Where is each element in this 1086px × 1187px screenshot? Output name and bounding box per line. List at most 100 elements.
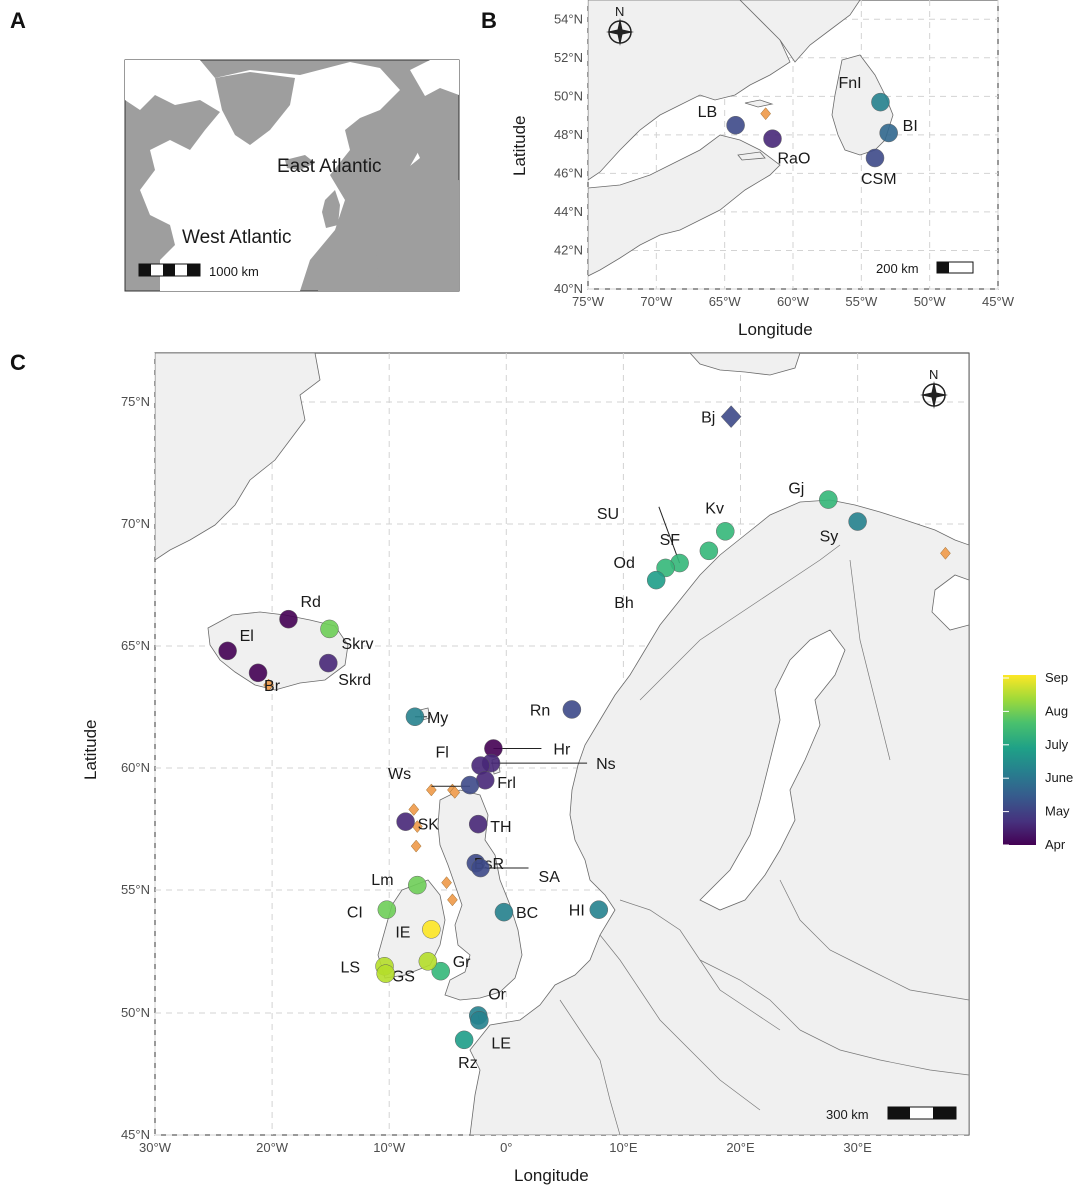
leader-line [658,506,681,564]
panel-b-land [588,0,894,277]
site-label: Ws [388,766,411,783]
x-tick-label: 30°E [843,1140,872,1155]
x-tick-label: 45°W [982,294,1015,309]
diamond-marker [426,783,437,797]
site-marker [248,663,268,683]
site-label: CSM [861,171,897,188]
panel-a-frame: East Atlantic West Atlantic 1000 km [124,59,460,292]
diamond-marker [441,876,452,890]
site-label: Skrd [338,672,371,689]
panel-a-scale-label: 1000 km [209,264,259,279]
site-label: Od [614,555,635,572]
site-marker [494,902,514,922]
site-marker [871,92,890,112]
site-marker [468,814,488,834]
site-marker [319,653,338,673]
panel-c-compass-n: N [929,367,938,382]
x-tick-label: 10°E [609,1140,638,1155]
site-marker [819,490,838,509]
site-marker [646,570,666,590]
site-marker [720,405,742,429]
site-label: Gr [453,954,471,971]
diamond-marker [447,893,458,907]
site-label: Br [264,678,281,695]
site-marker [716,522,735,541]
panel-c-ylabel: Latitude [81,720,100,781]
y-tick-label: 44°N [554,204,583,219]
diamond-marker [410,839,422,853]
site-label: Fl [436,745,449,762]
site-marker [377,900,397,919]
site-label: Rd [300,594,320,611]
x-tick-label: 50°W [914,294,947,309]
site-label: CI [347,905,363,922]
x-tick-label: 65°W [709,294,742,309]
site-label: GS [392,968,415,985]
site-label: TH [490,819,511,836]
panel-c-compass: N [920,367,948,409]
site-label: Bh [614,595,634,612]
panel-letter-b: B [481,8,497,33]
y-tick-label: 42°N [554,242,583,257]
label-east-atlantic: East Atlantic [277,156,382,177]
panel-b-xlabel: Longitude [738,320,813,339]
y-tick-label: 75°N [121,394,150,409]
site-marker [471,858,490,878]
site-label: SA [539,869,561,886]
x-tick-label: 20°W [256,1140,289,1155]
x-tick-label: 30°W [139,1140,172,1155]
x-tick-label: 20°E [726,1140,755,1155]
site-marker [865,148,885,168]
panel-a-scale-bar: 1000 km [138,263,259,279]
site-marker [562,700,582,719]
site-label: Or [488,986,506,1003]
site-marker [470,1011,489,1030]
site-marker [396,812,415,831]
y-tick-label: 55°N [121,882,150,897]
diamond-marker [263,678,274,692]
y-tick-label: 65°N [121,638,150,653]
site-label: My [427,710,448,727]
site-marker [699,541,719,561]
site-label: LE [491,1035,511,1052]
y-tick-label: 46°N [554,165,583,180]
panel-c-land [155,353,969,1135]
site-marker [408,875,427,895]
panel-b-ylabel: Latitude [510,116,529,177]
site-label: RaO [778,151,811,168]
site-marker [418,952,438,971]
site-label: Rn [530,702,550,719]
y-tick-label: 54°N [554,11,583,26]
diamond-marker [408,803,420,816]
site-label: Ns [596,756,616,773]
panel-letter-c: C [10,350,26,375]
site-label: FnI [838,75,861,92]
panel-b-scale-bar: 200 km [876,261,974,276]
panel-b-scale-label: 200 km [876,261,919,276]
site-marker [763,129,782,148]
x-tick-label: 55°W [845,294,878,309]
panel-c-xlabel: Longitude [514,1166,589,1185]
x-tick-label: 0° [500,1140,512,1155]
x-tick-label: 75°W [572,294,605,309]
y-tick-label: 52°N [554,50,583,65]
site-label: Hr [553,741,571,758]
panel-c-sites: Bj Gj Sy Kv SU SF Od Bh Rd Skrv El Br Skrd Rn My Hr Ns Fl… [218,405,951,1072]
site-label: SF [660,532,681,549]
site-label: Lm [371,872,393,889]
panel-b-sites: LB RaO FnI BI CSM [698,75,918,188]
x-tick-label: 60°W [777,294,810,309]
panel-b-axes: 75°W 70°W 65°W 60°W 55°W 50°W 45°W 40°N 42°N 44°N… [554,11,1015,309]
site-marker [320,619,339,639]
panel-c-scale-label: 300 km [826,1107,869,1122]
site-label: Gj [788,481,804,498]
site-label: El [240,628,254,645]
site-marker [431,961,450,981]
site-marker [279,609,298,629]
diamond-marker [449,786,461,799]
panel-c-axes: 30°W 20°W 10°W 0° 10°E 20°E 30°E 45°N 50°N 55°N 60… [121,394,872,1155]
site-label: Sy [820,529,839,546]
y-tick-label: 40°N [554,281,583,296]
site-label: BI [903,118,918,135]
